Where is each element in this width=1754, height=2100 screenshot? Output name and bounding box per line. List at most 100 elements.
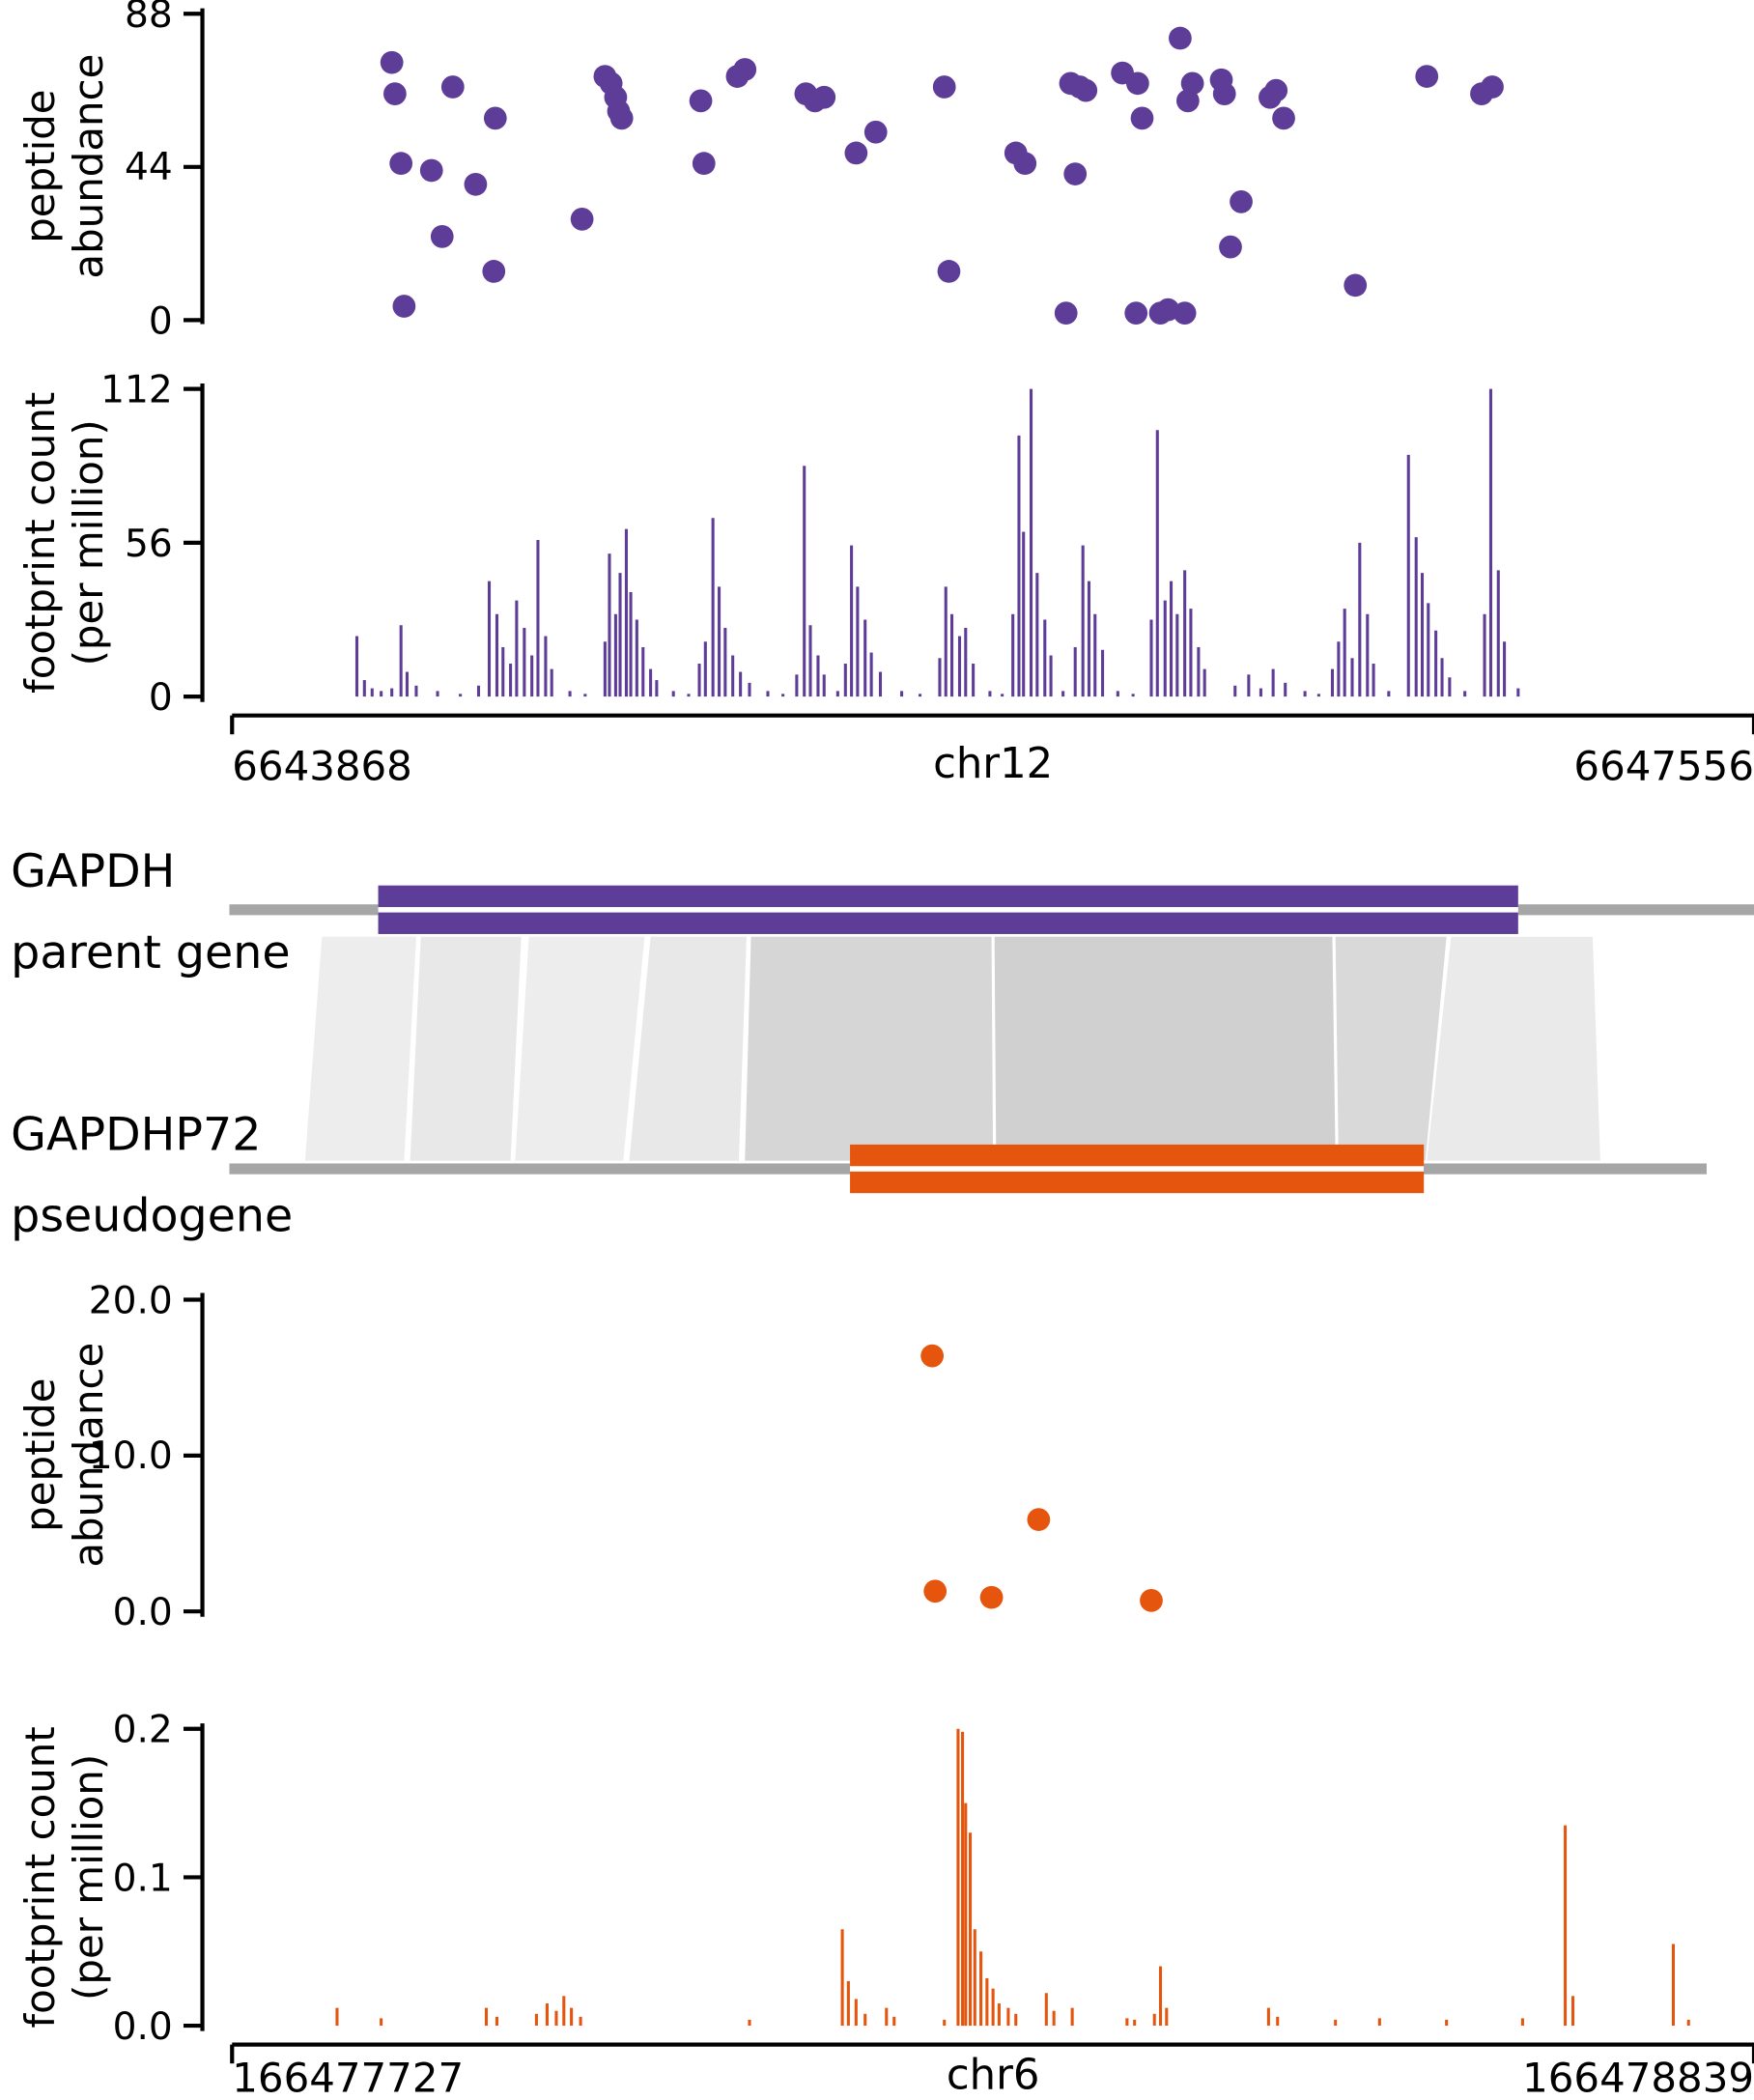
scatter-point	[1272, 106, 1295, 130]
scatter-point	[1140, 1589, 1163, 1612]
scatter-point	[689, 89, 713, 113]
homology-ribbon	[629, 936, 747, 1161]
gene-diagram-shapes	[229, 885, 1754, 1194]
panel-pseudo-peptide-abundance: 20.0 10.0 0.0 peptide abundance	[16, 1279, 1163, 1634]
scatter-point	[1126, 71, 1149, 96]
y-tick-label: 20.0	[89, 1279, 173, 1322]
scatter-point	[863, 120, 888, 144]
exon-block	[378, 885, 1518, 908]
scatter-point	[932, 75, 956, 99]
scatter-point	[483, 106, 507, 130]
y-tick-label: 56	[125, 523, 173, 566]
scatter-point	[1212, 82, 1236, 105]
scatter-point	[392, 295, 416, 318]
scatter-point	[1173, 301, 1197, 325]
scatter-point	[383, 82, 407, 105]
y-tick-label: 0	[149, 676, 173, 720]
x-start-coordinate: 6643868	[232, 743, 412, 790]
scatter-point	[1063, 162, 1088, 185]
y-tick-label: 0.0	[113, 2005, 173, 2049]
scatter-point	[570, 207, 594, 231]
homology-ribbon	[410, 936, 522, 1161]
y-axis-title-line2: abundance	[65, 54, 112, 279]
exon-block	[850, 1171, 1425, 1194]
y-axis-title-line2: (per million)	[65, 419, 112, 666]
scatter-point	[430, 225, 454, 248]
y-axis-title-line1: footprint count	[16, 392, 64, 694]
homology-ribbon	[745, 936, 994, 1161]
scatter-point	[733, 58, 757, 81]
chromosome-label: chr12	[933, 740, 1053, 788]
scatter-point	[440, 75, 465, 99]
parent-footprint-spikes	[354, 388, 1520, 697]
gene-backbone	[229, 1163, 851, 1175]
scatter-point	[464, 172, 488, 196]
parent-peptide-points	[380, 26, 1504, 325]
x-end-coordinate: 166478839	[1522, 2055, 1754, 2096]
pseudo-footprint-spikes	[335, 1728, 1690, 2027]
pseudogene-name-label: GAPDHP72	[11, 1108, 261, 1161]
scatter-point	[1264, 78, 1288, 102]
pseudogene-sublabel: pseudogene	[11, 1189, 293, 1242]
scatter-point	[692, 152, 716, 176]
homology-ribbon	[1427, 936, 1600, 1161]
y-axis-title-line1: peptide	[16, 89, 64, 242]
scatter-point	[482, 260, 506, 283]
scatter-point	[812, 85, 836, 109]
scatter-point	[937, 260, 961, 283]
y-tick-label: 0.2	[113, 1709, 173, 1752]
y-tick-label: 0.1	[113, 1857, 173, 1900]
y-tick-label: 0.0	[113, 1591, 173, 1634]
y-axis-title-line1: peptide	[16, 1377, 64, 1531]
scatter-point	[1124, 301, 1148, 325]
scatter-point	[923, 1579, 948, 1603]
homology-ribbon	[515, 936, 645, 1161]
parent-gene-name-label: GAPDH	[11, 845, 175, 898]
x-end-coordinate: 6647556	[1573, 743, 1754, 790]
y-tick-label: 10.0	[89, 1434, 173, 1478]
parent-gene-sublabel: parent gene	[11, 926, 290, 979]
scatter-point	[1180, 71, 1204, 96]
scatter-point	[1027, 1508, 1051, 1531]
scatter-point	[1481, 75, 1504, 99]
scatter-point	[920, 1344, 945, 1368]
x-start-coordinate: 166477727	[232, 2055, 464, 2096]
gene-backbone	[1517, 904, 1754, 916]
homology-ribbon	[994, 936, 1336, 1161]
panel-parent-footprint-count: 112 56 0 footprint count (per million) 6…	[16, 369, 1754, 790]
scatter-point	[1219, 235, 1242, 259]
scatter-point	[979, 1585, 1004, 1609]
scatter-point	[1344, 273, 1368, 298]
scatter-point	[1415, 65, 1439, 88]
gene-backbone	[1424, 1163, 1707, 1175]
y-axis-title-line1: footprint count	[16, 1726, 64, 2028]
y-axis-title-line2: abundance	[65, 1343, 112, 1568]
scatter-point	[1230, 189, 1253, 213]
scatter-point	[419, 158, 443, 183]
scatter-point	[380, 50, 404, 74]
scatter-point	[844, 141, 868, 165]
exon-block	[378, 912, 1518, 934]
pseudo-peptide-points	[920, 1344, 1163, 1612]
homology-ribbon-group	[304, 936, 1600, 1161]
scatter-point	[1175, 89, 1200, 113]
panel-parent-peptide-abundance: 88 44 0 peptide abundance	[16, 0, 1504, 343]
exon-block	[850, 1144, 1425, 1167]
scatter-point	[1013, 152, 1037, 176]
homology-ribbon	[304, 936, 416, 1161]
scatter-point	[1169, 26, 1192, 50]
scatter-point	[609, 106, 634, 130]
gene-backbone	[229, 904, 379, 916]
y-tick-label: 112	[100, 369, 173, 412]
scatter-point	[1054, 301, 1078, 325]
y-tick-label: 0	[149, 299, 173, 343]
scatter-point	[389, 152, 413, 176]
panel-pseudo-footprint-count: 0.2 0.1 0.0 footprint count (per million…	[16, 1709, 1754, 2100]
y-tick-label: 88	[125, 0, 173, 37]
y-tick-label: 44	[125, 146, 173, 189]
scatter-point	[1130, 106, 1154, 130]
scatter-point	[1074, 78, 1098, 102]
chromosome-label: chr6	[947, 2052, 1040, 2096]
